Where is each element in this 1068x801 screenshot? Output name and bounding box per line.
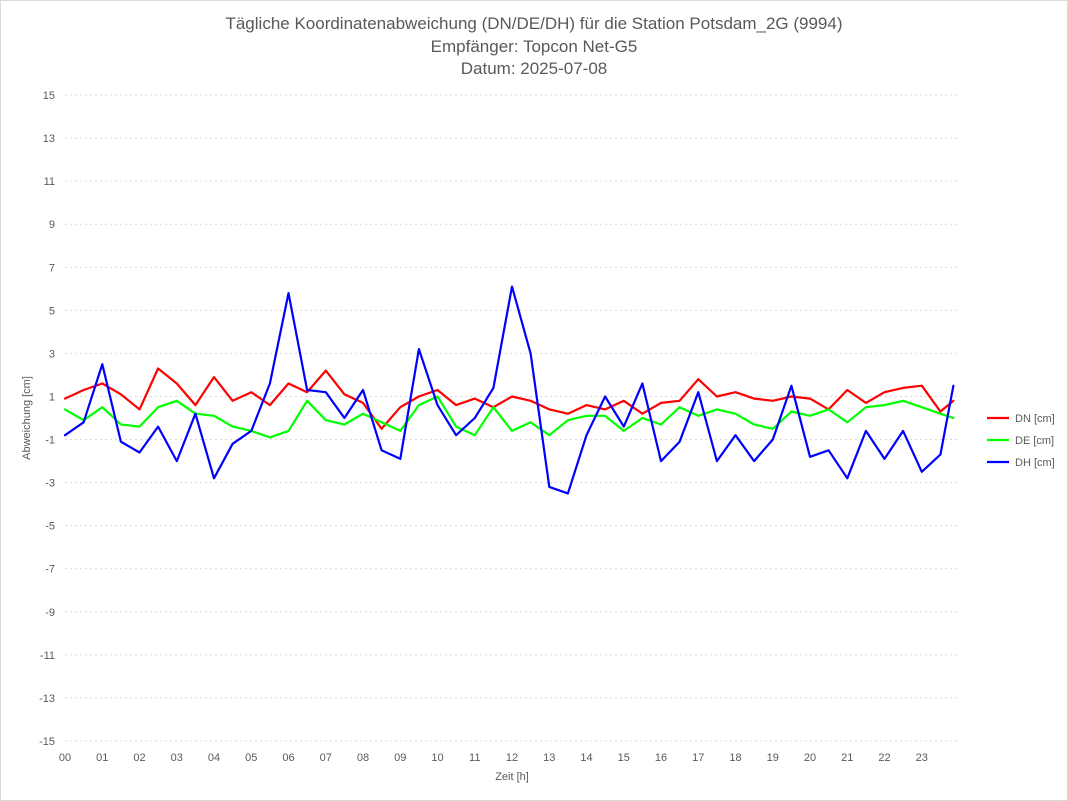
y-tick-labels: 15 13 11 9 7 5 3 1 -1 -3 -5 -7 -9 -11 -13 -15 [39,90,55,748]
x-tick-label: 08 [357,752,369,764]
x-tick-label: 05 [245,752,257,764]
x-tick-label: 19 [767,752,779,764]
x-tick-label: 02 [133,752,145,764]
x-tick-label: 04 [208,752,220,764]
y-tick-label: -1 [45,435,55,447]
x-tick-label: 18 [729,752,741,764]
x-tick-label: 22 [878,752,890,764]
x-tick-label: 23 [916,752,928,764]
legend: DN [cm] DE [cm] DH [cm] [987,413,1055,469]
chart-title-line-1: Tägliche Koordinatenabweichung (DN/DE/DH… [225,14,842,33]
y-tick-label: 1 [49,391,55,403]
series-line-de [63,395,955,439]
series-line-dn [63,367,955,430]
y-tick-label: 11 [44,176,55,188]
chart-title-line-3: Datum: 2025-07-08 [461,59,607,78]
legend-entry-dn: DN [cm] [1015,413,1055,425]
y-tick-label: 3 [49,348,55,360]
y-tick-label: -13 [39,693,55,705]
x-tick-label: 17 [692,752,704,764]
y-tick-label: 9 [49,219,55,231]
y-tick-label: 5 [49,305,55,317]
x-tick-label: 15 [618,752,630,764]
x-tick-label: 11 [469,752,480,764]
x-axis-label: Zeit [h] [495,771,529,783]
y-tick-label: 15 [43,90,55,102]
y-axis-label: Abweichung [cm] [21,376,33,460]
x-tick-label: 21 [841,752,853,764]
x-tick-label: 09 [394,752,406,764]
x-tick-label: 06 [282,752,294,764]
gridlines [65,94,959,742]
y-tick-label: -3 [45,478,55,490]
chart-title: Tägliche Koordinatenabweichung (DN/DE/DH… [225,14,842,78]
x-tick-label: 20 [804,752,816,764]
x-tick-label: 01 [96,752,108,764]
series-line-dh [63,285,955,495]
chart-title-line-2: Empfänger: Topcon Net-G5 [431,37,638,56]
y-tick-label: -7 [45,564,55,576]
x-tick-label: 07 [320,752,332,764]
y-tick-label: -9 [45,607,55,619]
x-tick-label: 14 [580,752,592,764]
y-tick-label: -11 [40,650,55,662]
legend-entry-de: DE [cm] [1015,435,1054,447]
y-tick-label: -5 [45,521,55,533]
x-tick-label: 10 [431,752,443,764]
x-tick-label: 03 [171,752,183,764]
x-tick-labels: 00 01 02 03 04 05 06 07 08 09 10 11 12 13 14 15 16 17 18 19… [59,752,928,764]
data-series [63,285,955,495]
x-tick-label: 00 [59,752,71,764]
legend-entry-dh: DH [cm] [1015,457,1055,469]
y-tick-label: 13 [43,133,55,145]
x-tick-label: 13 [543,752,555,764]
y-tick-label: -15 [39,736,55,748]
x-tick-label: 16 [655,752,667,764]
y-tick-label: 7 [49,262,55,274]
x-tick-label: 12 [506,752,518,764]
